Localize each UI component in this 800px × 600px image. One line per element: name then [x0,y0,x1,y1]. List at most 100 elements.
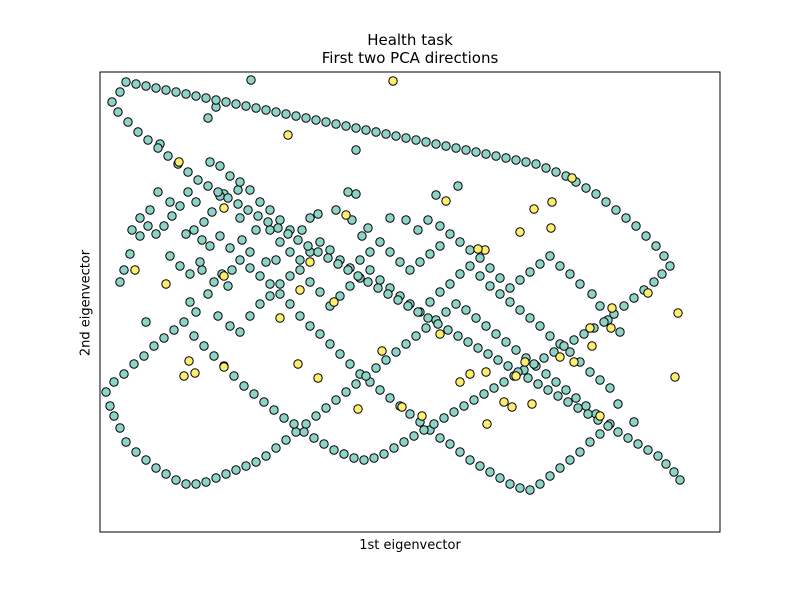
scatter-point-s0-11 [343,187,353,197]
scatter-point-s0-286 [529,359,539,369]
scatter-point-s0-186 [555,463,565,473]
scatter-point-s0-226 [251,457,261,467]
scatter-point-s1-10 [547,197,557,207]
scatter-point-s0-204 [471,313,481,323]
scatter-point-s0-397 [503,361,513,371]
scatter-point-s0-267 [339,449,349,459]
scatter-point-s0-376 [293,235,303,245]
scatter-point-s0-81 [495,289,505,299]
scatter-point-s0-316 [511,155,521,165]
scatter-point-s0-345 [221,97,231,107]
chart-title: Health task [367,31,453,49]
scatter-point-s0-326 [411,135,421,145]
scatter-point-s0-16 [351,189,361,199]
scatter-point-s0-68 [365,265,375,275]
scatter-point-s0-206 [451,299,461,309]
scatter-point-s0-273 [399,437,409,447]
scatter-point-s0-375 [283,229,293,239]
scatter-point-s0-335 [321,117,331,127]
scatter-point-s0-261 [279,413,289,423]
scatter-point-s0-149 [185,269,195,279]
scatter-point-s1-7 [130,265,140,275]
scatter-point-s0-318 [491,151,501,161]
scatter-point-s0-360 [133,127,143,137]
scatter-point-s0-270 [369,453,379,463]
scatter-point-s0-43 [145,205,155,215]
scatter-point-s0-120 [365,247,375,257]
scatter-point-s0-95 [615,327,625,337]
chart-subtitle: First two PCA directions [321,49,499,67]
scatter-point-s0-381 [343,265,353,275]
scatter-point-s0-330 [371,127,381,137]
scatter-point-s0-207 [441,307,451,317]
scatter-point-s0-355 [121,77,131,87]
scatter-point-s0-353 [141,81,151,91]
scatter-point-s0-343 [241,101,251,111]
scatter-point-s0-112 [445,229,455,239]
scatter-point-s0-301 [659,251,669,261]
scatter-point-s0-315 [521,157,531,167]
scatter-point-s0-175 [445,439,455,449]
scatter-point-s0-371 [243,205,253,215]
scatter-point-s0-59 [275,279,285,289]
scatter-point-s0-127 [295,255,305,265]
scatter-point-s0-214 [371,363,381,373]
scatter-point-s0-56 [245,311,255,321]
scatter-point-s0-58 [265,291,275,301]
scatter-point-s0-105 [515,275,525,285]
scatter-point-s1-2 [174,157,184,167]
scatter-point-s1-9 [441,196,451,206]
scatter-point-s0-291 [579,329,589,339]
scatter-point-s0-260 [269,405,279,415]
scatter-point-s0-140 [175,201,185,211]
scatter-point-s0-37 [223,281,233,291]
scatter-point-s1-14 [529,204,539,214]
scatter-point-s1-45 [511,371,521,381]
scatter-point-s0-185 [545,471,555,481]
scatter-point-s0-136 [207,207,217,217]
scatter-point-s0-399 [523,373,533,383]
scatter-point-s0-3 [215,161,225,171]
scatter-point-s0-213 [381,355,391,365]
scatter-point-s0-365 [183,167,193,177]
scatter-point-s1-39 [341,210,351,220]
scatter-point-s0-327 [401,133,411,143]
scatter-point-s0-244 [109,377,119,387]
scatter-point-s0-359 [123,117,133,127]
scatter-point-s0-252 [189,331,199,341]
scatter-point-s0-240 [115,423,125,433]
scatter-point-s0-19 [401,215,411,225]
scatter-point-s0-293 [599,317,609,327]
scatter-point-s0-125 [315,237,325,247]
scatter-point-s0-402 [553,391,563,401]
scatter-point-s0-165 [345,359,355,369]
scatter-point-s0-283 [499,377,509,387]
scatter-point-s0-268 [349,453,359,463]
scatter-point-s1-27 [465,369,475,379]
scatter-point-s0-184 [535,479,545,489]
scatter-point-s0-243 [101,387,111,397]
scatter-point-s0-33 [237,235,247,245]
scatter-point-s0-32 [245,247,255,257]
scatter-point-s0-194 [571,393,581,403]
scatter-point-s0-337 [301,113,311,123]
scatter-point-s0-6 [251,225,261,235]
scatter-point-s0-380 [333,259,343,269]
scatter-point-s1-37 [275,313,285,323]
scatter-point-s0-50 [191,307,201,317]
scatter-point-s0-21 [423,215,433,225]
scatter-point-s0-74 [425,297,435,307]
scatter-point-s0-104 [525,267,535,277]
scatter-point-s0-296 [629,293,639,303]
scatter-point-s0-124 [325,245,335,255]
scatter-point-s0-322 [451,143,461,153]
scatter-point-s0-41 [165,197,175,207]
scatter-point-s0-188 [575,447,585,457]
scatter-point-s1-34 [329,297,339,307]
scatter-point-s0-408 [613,427,623,437]
scatter-point-s1-15 [546,223,556,233]
scatter-point-s0-412 [653,451,663,461]
scatter-point-s0-228 [231,465,241,475]
scatter-point-s0-269 [359,455,369,465]
scatter-point-s0-414 [669,467,679,477]
